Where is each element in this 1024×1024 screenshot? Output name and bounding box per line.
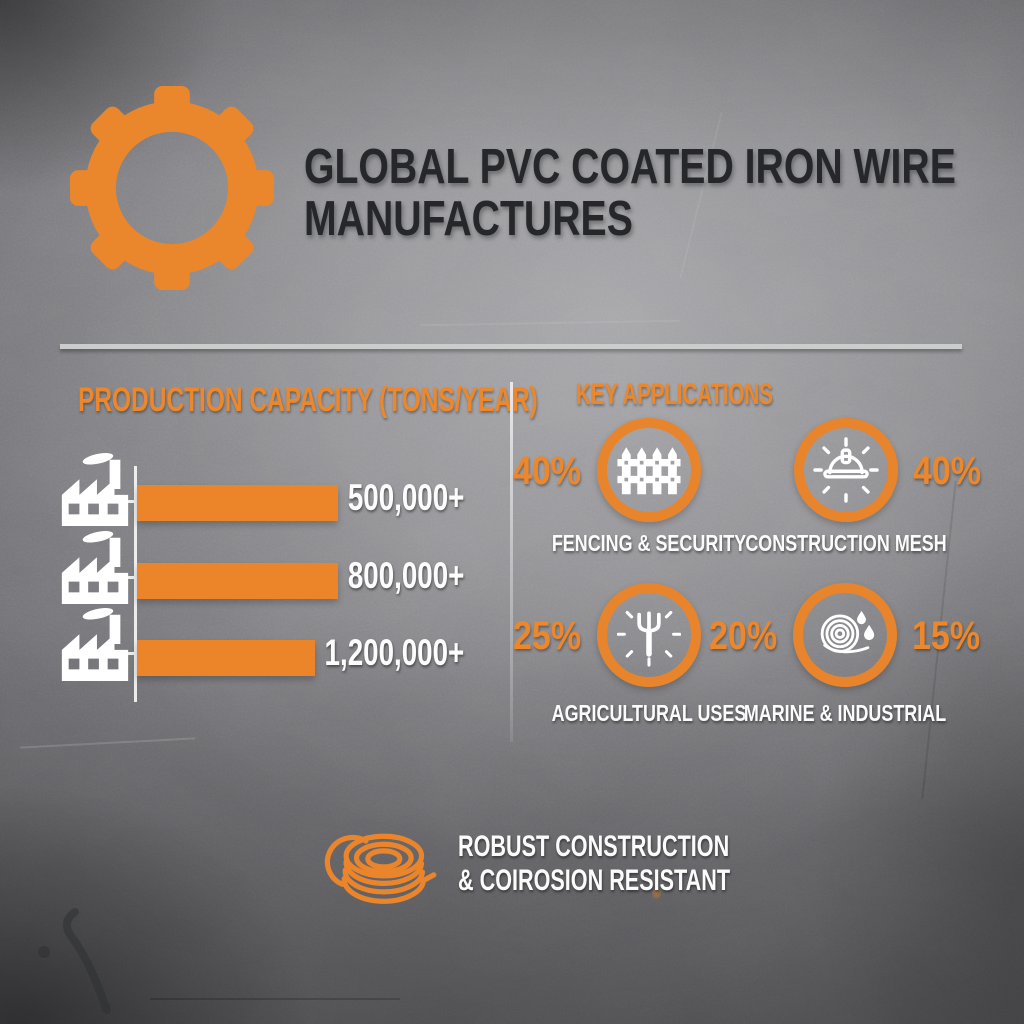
page-title-line1: GLOBAL PVC COATED IRON WIRE — [304, 140, 956, 194]
factory-icon — [56, 528, 134, 606]
capacity-bar — [137, 563, 338, 599]
bar-chart-axis — [134, 466, 137, 702]
factory-icon — [56, 450, 134, 528]
application-label: FENCING & SECURITY — [551, 530, 747, 556]
coil-drops-icon — [820, 610, 875, 654]
rust-speck — [652, 888, 661, 899]
capacity-value: 500,000+ — [347, 477, 464, 518]
horizontal-divider — [60, 344, 962, 349]
paint-squiggle — [38, 908, 111, 1014]
hardhat-icon — [813, 437, 879, 503]
application-circle — [597, 583, 701, 687]
scratch-line — [420, 319, 680, 327]
scratch-line — [150, 998, 400, 1000]
application-item-construction: 40% CONSTRUCTION MESH — [745, 418, 981, 556]
capacity-value: 800,000+ — [347, 555, 464, 596]
application-percentage: 40% — [913, 449, 982, 493]
application-circle — [794, 418, 898, 522]
wire-coil-icon — [324, 833, 437, 904]
capacity-bar — [137, 485, 338, 521]
page-title: GLOBAL PVC COATED IRON WIRE MANUFACTURES — [304, 141, 956, 245]
footer-line1: ROBUST CONSTRUCTION — [458, 830, 730, 863]
applications-heading: KEY APPLICATIONS — [576, 378, 773, 411]
factory-icon — [56, 605, 134, 683]
capacity-row: 1,200,000+ — [56, 605, 466, 687]
application-label: CONSTRUCTION MESH — [745, 530, 947, 556]
application-percentage: 20% — [709, 614, 778, 658]
application-percentage: 15% — [912, 614, 981, 658]
application-circle — [793, 583, 897, 687]
fence-icon — [616, 437, 682, 503]
application-percentage: 40% — [512, 449, 581, 493]
capacity-row: 500,000+ — [56, 450, 466, 532]
gear-icon — [70, 86, 274, 290]
application-item-fencing: 40% FENCING & SECURITY — [513, 418, 746, 556]
capacity-value: 1,200,000+ — [324, 632, 464, 673]
application-circle — [597, 418, 701, 522]
pitchfork-icon — [617, 610, 681, 667]
application-percentage: 25% — [512, 614, 581, 658]
page-title-line2: MANUFACTURES — [304, 192, 633, 246]
vertical-divider — [510, 382, 513, 742]
footer-line2: & COIROSION RESISTANT — [458, 864, 731, 897]
scratch-line — [20, 737, 195, 749]
capacity-bar — [137, 640, 315, 676]
application-label: MARINE & INDUSTRIAL — [743, 700, 947, 726]
application-item-marine: 15% MARINE & INDUSTRIAL — [744, 583, 980, 726]
application-label: AGRICULTURAL USES — [551, 700, 747, 726]
capacity-row: 800,000+ — [56, 528, 466, 610]
application-item-agricultural: 25% 20% — [513, 583, 777, 726]
production-heading: PRODUCTION CAPACITY (TONS/YEAR) — [78, 381, 538, 419]
